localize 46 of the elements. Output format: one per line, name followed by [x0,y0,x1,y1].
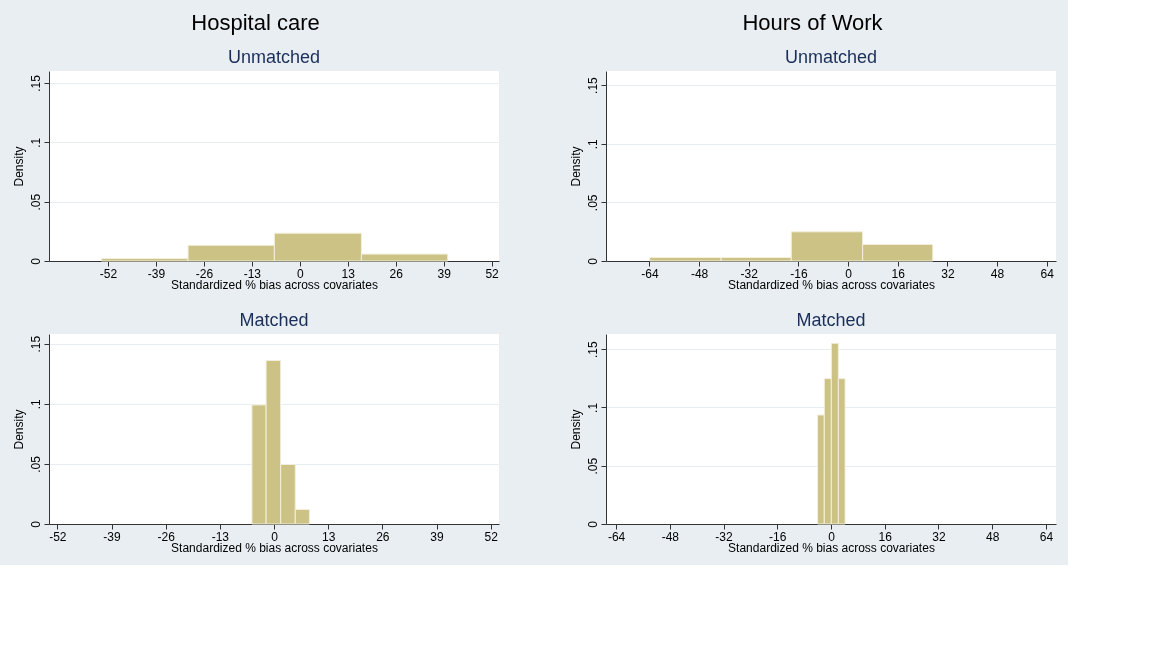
chart-subtitle: Unmatched [227,47,321,67]
x-tick-label: -39 [103,529,121,544]
x-tick-label: -52 [99,266,118,281]
y-axis-title: Density [568,409,583,450]
y-axis-title: Density [11,146,26,187]
y-tick-label: .15 [585,76,600,94]
x-tick-label: -64 [641,266,659,281]
chart-subtitle: Matched [796,310,866,330]
y-axis-title: Density [11,409,26,450]
y-tick-label: 0 [28,257,43,265]
x-tick-label: 64 [1040,266,1055,281]
x-tick-label: 26 [376,529,390,544]
y-tick-label: .1 [585,138,600,150]
y-tick-label: .05 [28,455,43,473]
y-tick-label: 0 [28,520,43,528]
x-tick-label: 32 [932,529,946,544]
x-tick-label: 48 [986,529,1000,544]
y-tick-label: .05 [585,194,600,212]
y-tick-label: .1 [28,398,43,410]
y-tick-label: 0 [585,520,600,528]
x-tick-label: -64 [607,529,626,544]
chart-subtitle: Matched [239,310,309,330]
y-tick-label: .15 [28,74,43,92]
y-tick-label: .05 [585,457,600,475]
y-axis-title: Density [568,146,583,187]
x-tick-label: -52 [49,529,67,544]
x-tick-label: 39 [437,266,452,281]
x-tick-label: 52 [484,529,499,544]
y-tick-label: 0 [585,257,600,265]
x-tick-label: -48 [661,529,680,544]
y-tick-label: .05 [28,193,43,211]
x-tick-label: -39 [147,266,166,281]
chart-title: Hospital care [191,10,320,35]
x-tick-label: 26 [389,266,404,281]
chart-subtitle: Unmatched [784,47,878,67]
x-tick-label: 48 [990,266,1005,281]
chart-title: Hours of Work [742,10,884,35]
y-tick-label: .15 [28,335,43,353]
x-tick-label: -48 [690,266,709,281]
x-tick-label: 32 [941,266,955,281]
x-tick-label: 39 [430,529,444,544]
y-tick-label: .1 [28,137,43,148]
y-tick-label: .1 [585,402,600,413]
y-tick-label: .15 [585,340,600,358]
x-tick-label: 64 [1039,529,1054,544]
x-tick-label: 52 [485,266,500,281]
